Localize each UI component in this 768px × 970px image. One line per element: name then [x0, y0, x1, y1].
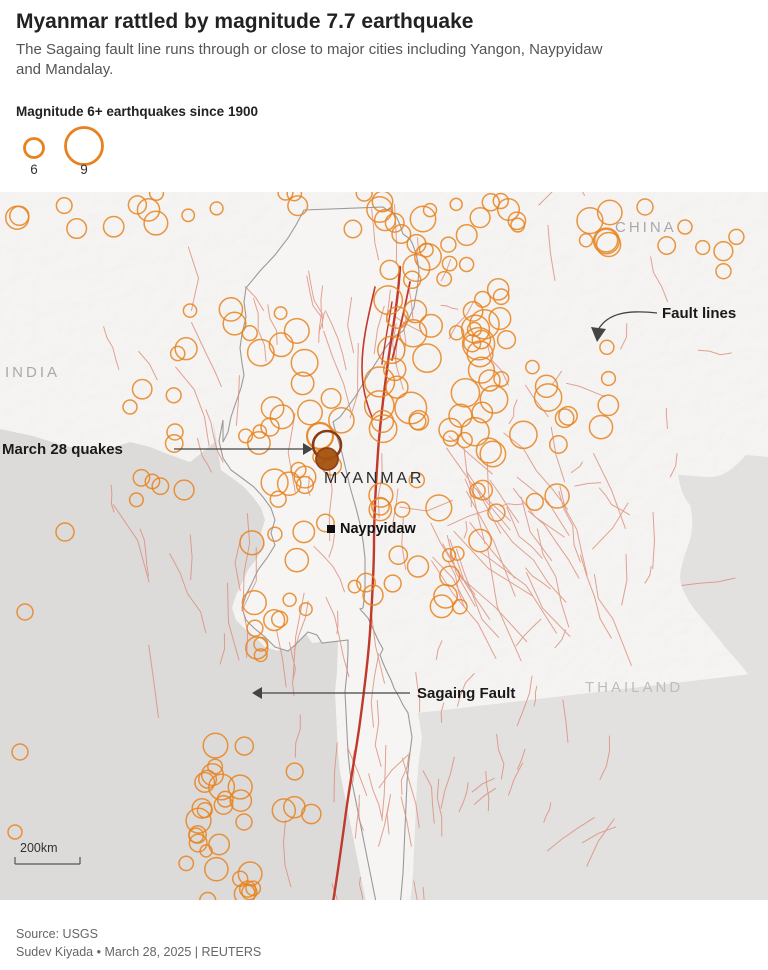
svg-text:March 28 quakes: March 28 quakes: [2, 441, 123, 458]
svg-text:6: 6: [30, 162, 38, 177]
svg-text:9: 9: [80, 162, 88, 177]
svg-text:MYANMAR: MYANMAR: [324, 470, 424, 487]
svg-text:Naypyidaw: Naypyidaw: [340, 521, 416, 537]
svg-text:CHINA: CHINA: [615, 219, 677, 236]
svg-text:200km: 200km: [20, 841, 58, 855]
svg-text:Sagaing Fault: Sagaing Fault: [417, 685, 515, 702]
svg-text:THAILAND: THAILAND: [585, 679, 683, 696]
svg-text:Fault lines: Fault lines: [662, 305, 736, 322]
svg-text:INDIA: INDIA: [5, 364, 60, 381]
